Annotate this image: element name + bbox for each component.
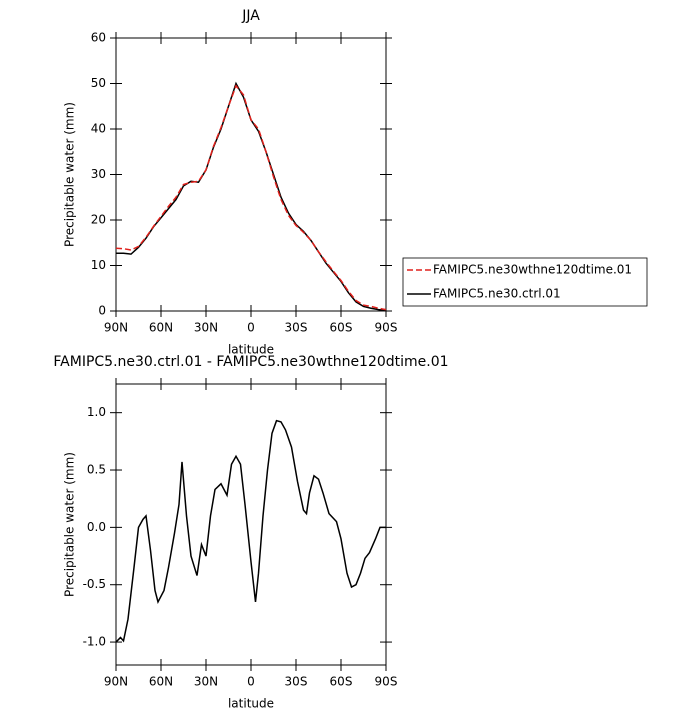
y-tick-label: -0.5 <box>83 577 106 591</box>
plot-frame <box>115 383 387 666</box>
x-tick-label: 60S <box>330 321 353 335</box>
y-tick-label: 0.5 <box>87 463 106 477</box>
y-tick-label: 10 <box>91 258 106 272</box>
chart-title: FAMIPC5.ne30.ctrl.01 - FAMIPC5.ne30wthne… <box>53 354 448 370</box>
x-tick-label: 60S <box>330 675 353 689</box>
x-axis-label: latitude <box>228 343 274 357</box>
y-tick-label: 50 <box>91 76 106 90</box>
legend-label: FAMIPC5.ne30.ctrl.01 <box>433 287 561 301</box>
x-tick-label: 90N <box>104 675 128 689</box>
y-tick-label: 60 <box>91 31 106 45</box>
chart-title: JJA <box>241 8 260 24</box>
x-tick-label: 30N <box>194 321 218 335</box>
y-tick-label: -1.0 <box>83 635 106 649</box>
y-axis-label: Precipitable water (mm) <box>63 102 77 247</box>
x-tick-label: 30S <box>285 321 308 335</box>
x-tick-label: 30N <box>194 675 218 689</box>
data-line <box>115 419 386 643</box>
x-tick-label: 90N <box>104 321 128 335</box>
x-tick-label: 60N <box>149 321 173 335</box>
y-axis-label: Precipitable water (mm) <box>63 452 77 597</box>
y-tick-label: 30 <box>91 167 106 181</box>
x-axis-label: latitude <box>228 697 274 711</box>
y-tick-label: 40 <box>91 122 106 136</box>
y-tick-label: 0 <box>98 304 106 318</box>
plot-frame <box>115 37 387 312</box>
x-tick-label: 90S <box>375 675 398 689</box>
y-tick-label: 20 <box>91 213 106 227</box>
x-tick-label: 30S <box>285 675 308 689</box>
y-tick-label: 1.0 <box>87 405 106 419</box>
data-line <box>115 84 387 311</box>
legend-label: FAMIPC5.ne30wthne120dtime.01 <box>433 263 632 277</box>
legend-box <box>402 257 648 307</box>
y-tick-label: 0.0 <box>87 520 106 534</box>
x-tick-label: 0 <box>247 675 255 689</box>
x-tick-label: 90S <box>375 321 398 335</box>
x-tick-label: 60N <box>149 675 173 689</box>
x-tick-label: 0 <box>247 321 255 335</box>
